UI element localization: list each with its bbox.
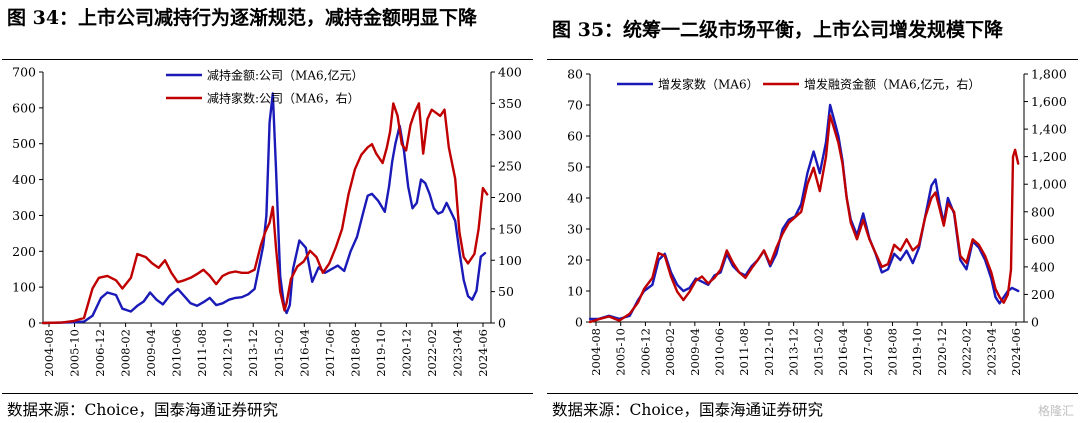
y-right-tick-label: 350: [498, 96, 522, 111]
x-tick-label: 2009-04: [144, 329, 158, 377]
y-left-tick-label: 700: [12, 65, 36, 80]
y-left-tick-label: 100: [12, 280, 36, 295]
y-left-tick-label: 0: [28, 316, 36, 331]
x-tick-label: 2017-06: [323, 329, 337, 377]
x-tick-label: 2024-06: [1009, 328, 1023, 376]
legend-label-1: 增发家数（MA6）: [658, 77, 759, 92]
y-right-tick-label: 0: [1031, 315, 1039, 330]
x-tick-label: 2004-08: [589, 328, 603, 376]
x-tick-label: 2009-04: [688, 328, 702, 376]
x-tick-label: 2018-08: [348, 329, 362, 377]
legend-label-2: 增发融资金额（MA6,亿元，右）: [804, 77, 980, 92]
x-tick-label: 2023-04: [984, 328, 998, 376]
x-tick-label: 2010-06: [170, 329, 184, 377]
y-right-tick-label: 150: [498, 221, 522, 236]
y-left-tick-label: 30: [567, 222, 583, 237]
x-tick-label: 2022-02: [425, 329, 439, 377]
legend-label-2: 减持家数:公司（MA6，右）: [207, 91, 360, 106]
x-tick-label: 2020-12: [935, 328, 949, 376]
x-tick-label: 2005-10: [614, 328, 628, 376]
x-tick-label: 2015-02: [811, 328, 825, 376]
x-tick-label: 2005-10: [68, 329, 82, 377]
title-rule: [547, 59, 1078, 61]
y-right-tick-label: 50: [498, 284, 514, 299]
chart-panel-fig34: 图 34：上市公司减持行为逐渐规范，减持金额明显下降 0 100 200 300 400…: [0, 0, 535, 423]
x-tick-label: 2012-10: [762, 328, 776, 376]
y-right-tick-label: 1,000: [1031, 177, 1067, 192]
y-left-tick-label: 50: [567, 160, 583, 175]
x-tick-label: 2017-06: [861, 328, 875, 376]
x-tick-label: 2013-12: [787, 328, 801, 376]
y-right-tick-label: 1,600: [1031, 94, 1067, 109]
y-left-tick-label: 300: [12, 208, 36, 223]
x-tick-label: 2004-08: [42, 329, 56, 377]
y-right-tick-label: 0: [498, 316, 506, 331]
series-line-1: [41, 92, 487, 325]
x-tick-label: 2008-02: [119, 329, 133, 377]
x-tick-label: 2018-08: [885, 328, 899, 376]
source-note: 数据来源：Choice，国泰海通证券研究: [552, 401, 823, 419]
x-tick-label: 2011-08: [195, 329, 209, 377]
source-rule: [2, 393, 533, 395]
chart-title: 图 34：上市公司减持行为逐渐规范，减持金额明显下降: [7, 7, 478, 29]
x-tick-label: 2015-02: [272, 329, 286, 377]
x-tick-label: 2020-12: [399, 329, 413, 377]
x-tick-label: 2024-06: [476, 329, 490, 377]
x-tick-label: 2010-06: [713, 328, 727, 376]
x-tick-label: 2012-10: [221, 329, 235, 377]
chart-panel-fig35: 图 35：统筹一二级市场平衡，上市公司增发规模下降 0 10 20 30 40 50 60 7…: [545, 0, 1080, 423]
y-right-tick-label: 400: [498, 65, 522, 80]
y-right-tick-label: 100: [498, 253, 522, 268]
y-left-tick-label: 200: [12, 244, 36, 259]
series-line-2: [588, 114, 1020, 324]
y-right-tick-label: 1,800: [1031, 67, 1067, 82]
x-tick-label: 2013-12: [246, 329, 260, 377]
y-right-tick-label: 800: [1031, 204, 1055, 219]
x-tick-label: 2016-04: [836, 328, 850, 376]
y-left-tick-label: 10: [567, 284, 583, 299]
y-right-tick-label: 200: [1031, 287, 1055, 302]
x-tick-label: 2019-10: [374, 329, 388, 377]
y-left-tick-label: 600: [12, 100, 36, 115]
y-left-tick-label: 500: [12, 136, 36, 151]
y-left-tick-label: 70: [567, 98, 583, 113]
line-chart-fig34: 0 100 200 300 400 500 600 700 0 50 100 150 200 250 300…: [12, 65, 522, 377]
y-left-tick-label: 20: [567, 253, 583, 268]
y-right-tick-label: 200: [498, 190, 522, 205]
y-left-tick-label: 0: [575, 315, 583, 330]
y-right-tick-label: 400: [1031, 259, 1055, 274]
y-right-tick-label: 1,400: [1031, 122, 1067, 137]
y-left-tick-label: 400: [12, 172, 36, 187]
y-left-tick-label: 40: [567, 191, 583, 206]
legend-label-1: 减持金额:公司（MA6,亿元）: [207, 68, 363, 83]
x-tick-label: 2006-12: [93, 329, 107, 377]
x-tick-label: 2019-10: [910, 328, 924, 376]
x-tick-label: 2011-08: [737, 328, 751, 376]
series-line-2: [41, 102, 489, 325]
source-rule: [547, 393, 1078, 395]
line-chart-fig35: 0102030405060708002004006008001,0001,200…: [567, 67, 1067, 376]
y-right-tick-label: 1,200: [1031, 149, 1067, 164]
y-right-tick-label: 300: [498, 127, 522, 142]
source-note: 数据来源：Choice，国泰海通证券研究: [7, 401, 278, 419]
x-tick-label: 2006-12: [638, 328, 652, 376]
title-rule: [2, 59, 533, 61]
x-tick-label: 2016-04: [297, 329, 311, 377]
y-right-tick-label: 600: [1031, 232, 1055, 247]
x-tick-label: 2023-04: [450, 329, 464, 377]
x-tick-label: 2008-02: [663, 328, 677, 376]
chart-title: 图 35：统筹一二级市场平衡，上市公司增发规模下降: [552, 19, 1004, 41]
y-left-tick-label: 60: [567, 129, 583, 144]
y-right-tick-label: 250: [498, 159, 522, 174]
watermark-logo: 格隆汇: [1037, 404, 1074, 418]
y-left-tick-label: 80: [567, 67, 583, 82]
x-tick-label: 2022-02: [960, 328, 974, 376]
